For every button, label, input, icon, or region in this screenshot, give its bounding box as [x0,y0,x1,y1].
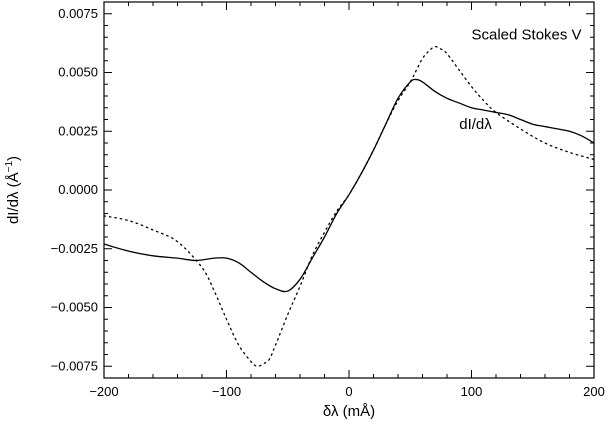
y-tick-label: −0.0075 [51,358,98,373]
x-axis-title: δλ (mÅ) [323,403,375,420]
x-tick-label: 0 [345,384,352,399]
y-tick-label: −0.0025 [51,241,98,256]
y-tick-label: 0.0000 [58,182,98,197]
y-axis-title-main: dI/dλ (Å [5,172,22,224]
y-axis-title: dI/dλ (Å−1) [4,156,22,224]
annotations: Scaled Stokes V dI/dλ [459,27,581,133]
x-tick-label: 200 [583,384,605,399]
y-tick-label: 0.0075 [58,6,98,21]
x-tick-label: −100 [212,384,241,399]
annotation-label: Scaled Stokes V [472,27,582,44]
annotation-label: dI/dλ [459,116,492,133]
y-axis-ticks: −0.0075 −0.0050 −0.0025 0.0000 0.0025 0.0050 0… [51,6,594,373]
y-tick-label: −0.0050 [51,300,98,315]
y-tick-label: 0.0050 [58,65,98,80]
y-axis-title-exponent: −1 [4,161,15,173]
series-line-scaled-stokes-v [103,45,595,367]
series-line-di-d [103,78,595,293]
y-axis-title-close: ) [5,156,22,161]
plot-frame [103,1,595,379]
x-axis-ticks: −200 −100 0 100 200 [89,2,605,399]
x-tick-label: 100 [461,384,483,399]
y-tick-label: 0.0025 [58,123,98,138]
x-tick-label: −200 [89,384,118,399]
series-layer [103,45,595,367]
